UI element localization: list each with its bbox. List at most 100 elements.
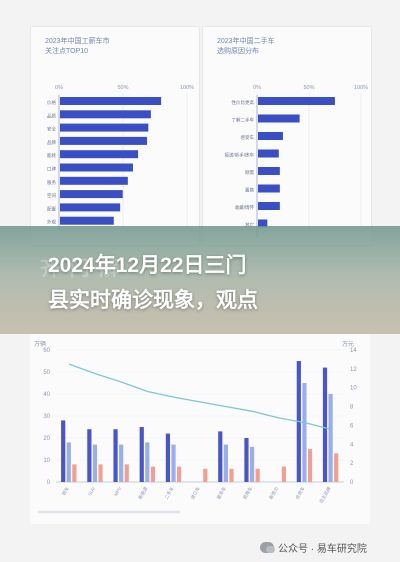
bar (113, 429, 118, 482)
category-label: 刚需 (245, 169, 254, 176)
headline-band (0, 226, 400, 334)
left-chart-title: 2023年中国工薪车市 关注点TOP10 (45, 38, 110, 55)
bar (60, 97, 162, 105)
bar (60, 110, 151, 119)
right-axis-unit: 万元 (342, 341, 354, 348)
bottom-chart-svg: 万辆 万元605040302010014121086420轿车 SUV MPV 新能源二… (34, 340, 357, 514)
category-label: 收藏/情怀 (235, 204, 255, 211)
footer-text: 公众号 · 易车研究院 (278, 544, 367, 555)
category-label: MPV (113, 486, 122, 497)
bar (258, 149, 279, 158)
bar (281, 466, 286, 482)
bar (165, 433, 171, 482)
bar (66, 442, 71, 482)
footer: 公众号 · 易车研究院 (260, 540, 367, 555)
category-label: 口碑 (47, 166, 56, 173)
ghost-text: 齐 门 解 (40, 258, 122, 280)
bar (60, 190, 123, 199)
right-tick-label: 10 (350, 386, 357, 392)
axis-tick-label: 50% (303, 85, 314, 91)
right-tick-label: 14 (350, 348, 357, 354)
bar (171, 444, 176, 482)
bar (258, 219, 268, 228)
category-label: 豪华车 (215, 485, 228, 501)
bar (258, 114, 300, 123)
left-tick-label: 0 (47, 480, 51, 486)
left-chart-panel: 2023年中国工薪车市 关注点TOP10 0% 50% 100% 价格 品质 安全 品牌 能耗… (30, 26, 200, 246)
bar (72, 464, 77, 482)
category-label: 合资车 (294, 485, 307, 501)
bar (60, 176, 128, 185)
axis-tick-label: 50% (117, 85, 128, 91)
axis-tick-label: 0% (253, 85, 261, 91)
bar (258, 167, 280, 175)
left-axis-unit: 万辆 (34, 340, 46, 348)
axis-tick-label: 100% (180, 85, 194, 91)
bar (124, 464, 129, 482)
category-label: 感受车 (241, 134, 255, 141)
bar (92, 444, 98, 482)
bar (258, 202, 280, 210)
category-label: 新势力 (267, 485, 280, 501)
bar (322, 367, 328, 482)
bottom-chart-panel: 万辆 万元 60 50 40 30 20 10 0 14 12 10 8 6 4 2 0 轿车 SUV MPV 新能源二… (30, 334, 370, 524)
bar (60, 150, 139, 159)
left-tick-label: 60 (43, 348, 50, 354)
category-label: 外观 (47, 219, 56, 226)
bar (177, 466, 182, 482)
trend-line (68, 363, 332, 430)
bar (60, 203, 121, 212)
bar (334, 453, 339, 482)
right-chart-svg: 0% 50% 100% 性价比更高了解二手车感受车接送/新手/练车刚需置换收藏/情怀其… (225, 85, 368, 237)
right-tick-label: 8 (350, 405, 354, 411)
right-tick-label: 12 (350, 367, 357, 373)
headline: 2024年12月22日三门 县实时确诊现象，观点 (48, 254, 258, 312)
right-tick-label: 6 (350, 423, 354, 429)
right-tick-label: 2 (350, 461, 354, 467)
bar (139, 427, 144, 482)
category-label: 商用车 (241, 485, 254, 501)
category-label: 能耗 (47, 152, 56, 159)
bar (258, 184, 280, 193)
bar (244, 438, 249, 482)
bar (60, 216, 114, 225)
category-label: 价格 (47, 99, 56, 106)
bar (218, 431, 223, 482)
bar (255, 468, 260, 482)
bar (61, 420, 66, 482)
bar (249, 446, 255, 482)
right-tick-label: 0 (350, 480, 354, 486)
bar (87, 429, 92, 482)
category-label: SUV (87, 486, 96, 497)
right-chart-title: 2023年中国二手车 选购原因分布 (217, 38, 275, 55)
category-label: 品质 (47, 112, 56, 119)
left-tick-label: 50 (43, 370, 50, 376)
bar (307, 449, 313, 482)
bar (60, 163, 133, 172)
axis-tick-label: 100% (354, 85, 368, 91)
right-chart-panel: 2023年中国二手车 选购原因分布 0% 50% 100% 性价比更高 了解二手车 感受车… (202, 26, 372, 246)
category-label: 配置 (47, 206, 56, 212)
axis-tick-label: 0% (55, 85, 63, 91)
bar (98, 464, 103, 482)
category-label: 品牌 (47, 139, 56, 146)
bar (145, 442, 150, 482)
right-tick-label: 4 (350, 442, 354, 448)
bar (258, 97, 335, 105)
bar (60, 123, 149, 132)
bar (229, 468, 234, 482)
category-label: 了解二手车 (232, 117, 255, 124)
category-label: 其它 (245, 222, 254, 229)
category-label: 自主品牌 (318, 485, 333, 505)
bar (60, 136, 148, 145)
bar (302, 383, 307, 482)
category-label: 新能源 (137, 485, 150, 501)
category-label: 空间 (47, 192, 56, 199)
category-label: 置换 (245, 187, 254, 194)
bar (119, 444, 124, 482)
category-label: 进口车 (189, 485, 202, 501)
category-label: 服务 (47, 179, 56, 186)
wechat-icon (260, 542, 275, 553)
category-label: 接送/新手/练车 (225, 152, 255, 159)
